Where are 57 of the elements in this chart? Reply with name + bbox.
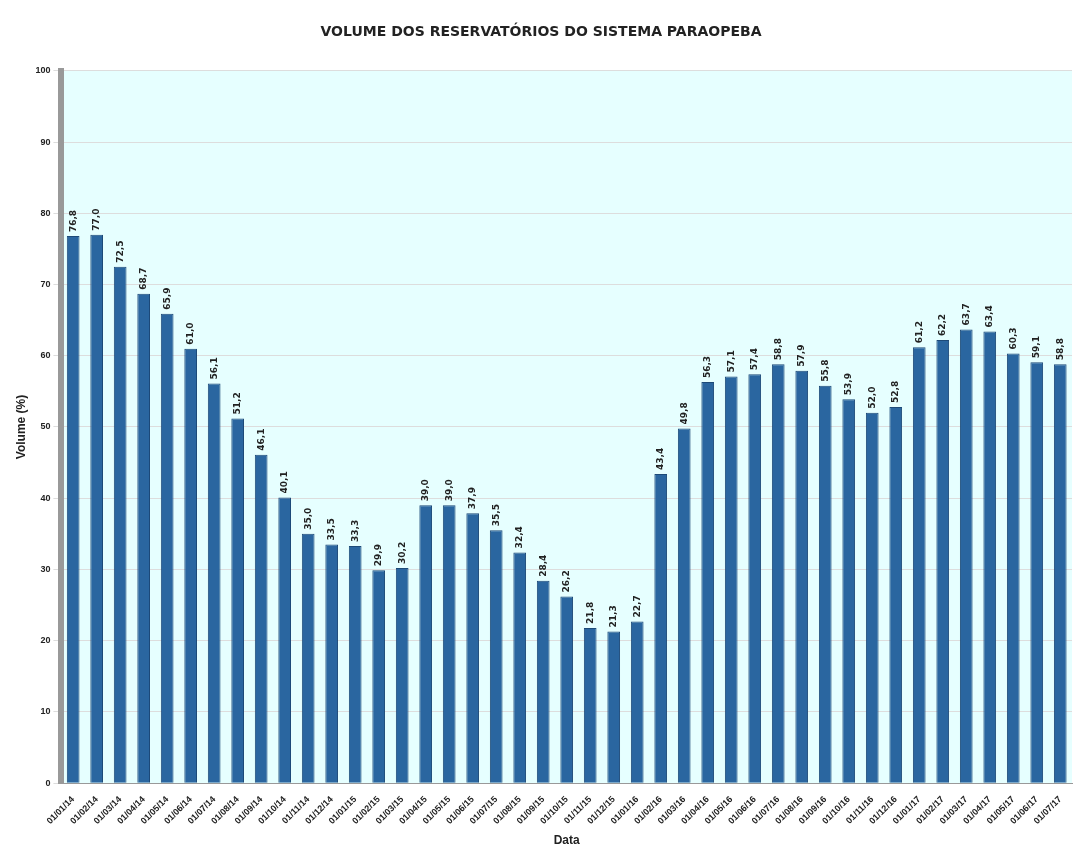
data-label: 76,8 xyxy=(67,209,78,233)
data-label: 29,9 xyxy=(373,543,384,567)
data-label: 61,2 xyxy=(913,320,924,344)
y-tick-label: 50 xyxy=(40,421,51,432)
y-tick-label: 60 xyxy=(40,350,51,361)
data-label: 51,2 xyxy=(232,392,243,415)
data-label: 65,9 xyxy=(161,287,172,310)
data-label: 46,1 xyxy=(255,428,266,451)
data-label: 40,1 xyxy=(279,471,290,494)
data-label: 57,4 xyxy=(749,348,760,371)
data-label: 62,2 xyxy=(937,313,948,337)
data-label: 60,3 xyxy=(1007,327,1018,350)
data-label: 77,0 xyxy=(91,208,102,231)
data-label: 28,4 xyxy=(537,554,548,577)
x-axis-title: Data xyxy=(553,833,581,848)
data-label: 32,4 xyxy=(514,526,525,549)
data-label: 35,0 xyxy=(302,507,313,530)
y-tick-label: 20 xyxy=(40,635,51,646)
y-tick-label: 70 xyxy=(40,279,51,289)
data-label: 49,8 xyxy=(678,402,689,425)
data-label: 33,5 xyxy=(326,518,337,541)
data-label: 43,4 xyxy=(655,447,666,471)
data-label: 21,8 xyxy=(584,601,595,624)
data-label: 59,1 xyxy=(1031,335,1042,359)
data-label: 30,2 xyxy=(396,541,407,565)
data-label: 57,1 xyxy=(725,350,736,373)
data-label: 39,0 xyxy=(420,479,431,502)
data-label: 68,7 xyxy=(138,267,149,290)
y-tick-label: 10 xyxy=(40,706,51,717)
y-tick-label: 80 xyxy=(40,207,51,218)
y-axis-title: Volume (%) xyxy=(13,394,28,460)
data-label: 56,3 xyxy=(702,355,713,379)
data-label: 63,7 xyxy=(960,303,971,326)
data-label: 58,8 xyxy=(1054,338,1065,361)
data-label: 33,3 xyxy=(349,519,360,542)
data-label: 72,5 xyxy=(114,240,125,263)
data-label: 22,7 xyxy=(631,595,642,618)
data-label: 56,1 xyxy=(208,357,219,380)
data-label: 39,0 xyxy=(443,479,454,502)
data-label: 57,9 xyxy=(796,344,807,367)
data-label: 26,2 xyxy=(561,570,572,593)
data-label: 37,9 xyxy=(467,486,478,510)
data-label: 52,8 xyxy=(890,380,901,404)
data-label: 21,3 xyxy=(608,605,619,628)
y-tick-label: 0 xyxy=(45,777,51,788)
y-tick-label: 90 xyxy=(40,136,51,147)
data-label: 52,0 xyxy=(866,386,877,409)
data-label: 55,8 xyxy=(819,359,830,382)
y-tick-label: 100 xyxy=(35,65,51,76)
data-label: 61,0 xyxy=(185,322,196,345)
data-label: 63,4 xyxy=(984,305,995,328)
data-label: 35,5 xyxy=(490,504,501,527)
y-tick-label: 30 xyxy=(40,563,51,574)
chart-title: VOLUME DOS RESERVATÓRIOS DO SISTEMA PARAOPEBA xyxy=(320,22,762,40)
data-label: 58,8 xyxy=(772,338,783,361)
data-label: 53,9 xyxy=(843,372,854,396)
y-tick-label: 40 xyxy=(40,492,51,503)
